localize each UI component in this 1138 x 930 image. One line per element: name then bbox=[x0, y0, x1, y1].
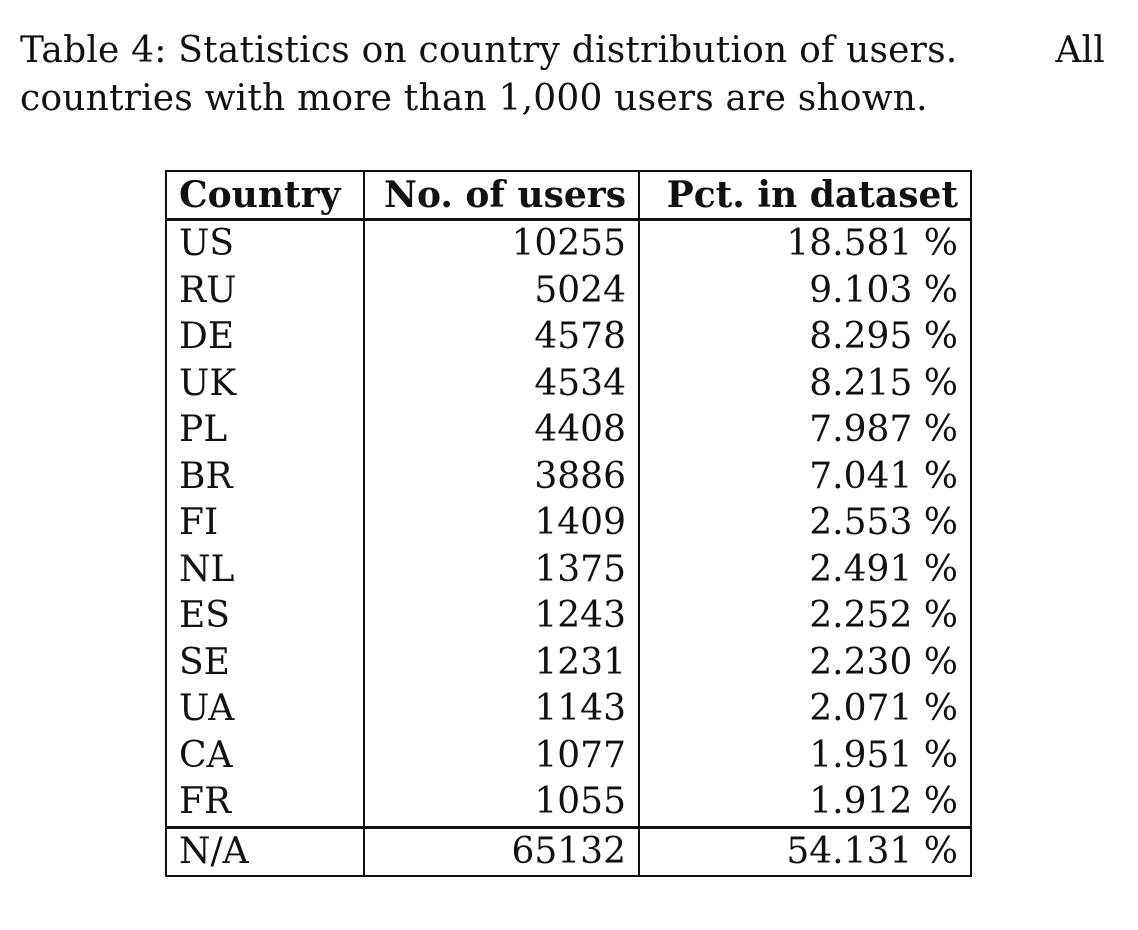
country-cell: DE bbox=[165, 314, 365, 361]
header-pct: Pct. in dataset bbox=[638, 171, 972, 221]
country-cell: PL bbox=[165, 407, 365, 454]
users-cell: 4408 bbox=[363, 407, 640, 454]
country-cell: FI bbox=[165, 500, 365, 547]
country-cell: UA bbox=[165, 686, 365, 733]
table-caption: Table 4: Statistics on country distribut… bbox=[20, 27, 1105, 123]
table-row: UK 4534 8.215 % bbox=[165, 360, 972, 407]
country-cell: NL bbox=[165, 546, 365, 593]
users-cell: 1409 bbox=[363, 500, 640, 547]
country-distribution-table: Country No. of users Pct. in dataset US 1… bbox=[165, 170, 972, 877]
users-cell: 4534 bbox=[363, 360, 640, 407]
pct-cell: 8.295 % bbox=[638, 314, 972, 361]
users-cell: 5024 bbox=[363, 267, 640, 314]
country-cell: RU bbox=[165, 267, 365, 314]
pct-cell: 2.491 % bbox=[638, 546, 972, 593]
footer-users-cell: 65132 bbox=[363, 825, 640, 876]
users-cell: 1243 bbox=[363, 593, 640, 640]
users-cell: 1375 bbox=[363, 546, 640, 593]
table-row: FI 1409 2.553 % bbox=[165, 500, 972, 547]
table-row: PL 4408 7.987 % bbox=[165, 407, 972, 454]
table-row: DE 4578 8.295 % bbox=[165, 314, 972, 361]
table-row: UA 1143 2.071 % bbox=[165, 686, 972, 733]
users-cell: 1231 bbox=[363, 639, 640, 686]
table-header-row: Country No. of users Pct. in dataset bbox=[165, 171, 972, 221]
table-row: FR 1055 1.912 % bbox=[165, 779, 972, 827]
caption-line-2: countries with more than 1,000 users are… bbox=[20, 78, 928, 119]
footer-pct-cell: 54.131 % bbox=[638, 825, 972, 876]
pct-cell: 9.103 % bbox=[638, 267, 972, 314]
users-cell: 1055 bbox=[363, 779, 640, 827]
country-cell: ES bbox=[165, 593, 365, 640]
table-row: ES 1243 2.252 % bbox=[165, 593, 972, 640]
caption-text-part2: All bbox=[1055, 30, 1105, 71]
header-users: No. of users bbox=[363, 171, 640, 221]
table-row: NL 1375 2.491 % bbox=[165, 546, 972, 593]
country-cell: FR bbox=[165, 779, 365, 827]
pct-cell: 2.230 % bbox=[638, 639, 972, 686]
pct-cell: 1.951 % bbox=[638, 732, 972, 779]
table-row: RU 5024 9.103 % bbox=[165, 267, 972, 314]
table-body: US 10255 18.581 % RU 5024 9.103 % DE 4578 8.295 … bbox=[165, 219, 972, 827]
users-cell: 4578 bbox=[363, 314, 640, 361]
country-cell: SE bbox=[165, 639, 365, 686]
header-country: Country bbox=[165, 171, 365, 221]
country-cell: UK bbox=[165, 360, 365, 407]
caption-text-part1: Table 4: Statistics on country distribut… bbox=[20, 30, 958, 71]
users-cell: 1077 bbox=[363, 732, 640, 779]
pct-cell: 2.252 % bbox=[638, 593, 972, 640]
country-cell: BR bbox=[165, 453, 365, 500]
table-container: Country No. of users Pct. in dataset US 1… bbox=[165, 170, 972, 877]
pct-cell: 7.987 % bbox=[638, 407, 972, 454]
footer-country-cell: N/A bbox=[165, 825, 365, 876]
users-cell: 3886 bbox=[363, 453, 640, 500]
pct-cell: 7.041 % bbox=[638, 453, 972, 500]
country-cell: CA bbox=[165, 732, 365, 779]
users-cell: 10255 bbox=[363, 219, 640, 268]
pct-cell: 2.071 % bbox=[638, 686, 972, 733]
table-footer-row: N/A 65132 54.131 % bbox=[165, 825, 972, 876]
pct-cell: 8.215 % bbox=[638, 360, 972, 407]
pct-cell: 1.912 % bbox=[638, 779, 972, 827]
table-row: BR 3886 7.041 % bbox=[165, 453, 972, 500]
table-row: US 10255 18.581 % bbox=[165, 219, 972, 268]
table-row: CA 1077 1.951 % bbox=[165, 732, 972, 779]
table-row: SE 1231 2.230 % bbox=[165, 639, 972, 686]
pct-cell: 18.581 % bbox=[638, 219, 972, 268]
pct-cell: 2.553 % bbox=[638, 500, 972, 547]
country-cell: US bbox=[165, 219, 365, 268]
caption-line-1: Table 4: Statistics on country distribut… bbox=[20, 27, 1105, 75]
users-cell: 1143 bbox=[363, 686, 640, 733]
